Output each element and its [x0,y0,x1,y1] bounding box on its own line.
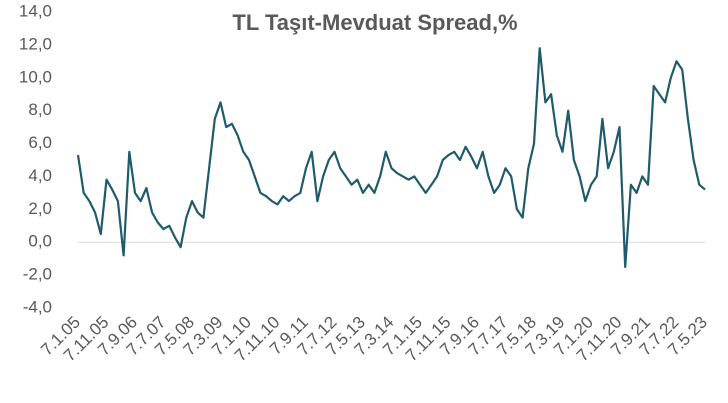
chart-title: TL Taşıt-Mevduat Spread,% [232,10,517,35]
y-tick-label: 12,0 [19,34,52,53]
y-tick-label: 8,0 [28,100,52,119]
y-tick-label: -4,0 [23,297,52,316]
y-tick-label: 4,0 [28,166,52,185]
y-tick-label: 10,0 [19,67,52,86]
y-tick-label: -2,0 [23,265,52,284]
y-tick-label: 6,0 [28,133,52,152]
y-tick-label: 14,0 [19,1,52,20]
y-tick-label: 0,0 [28,232,52,251]
line-series [76,47,706,268]
y-tick-label: 2,0 [28,199,52,218]
